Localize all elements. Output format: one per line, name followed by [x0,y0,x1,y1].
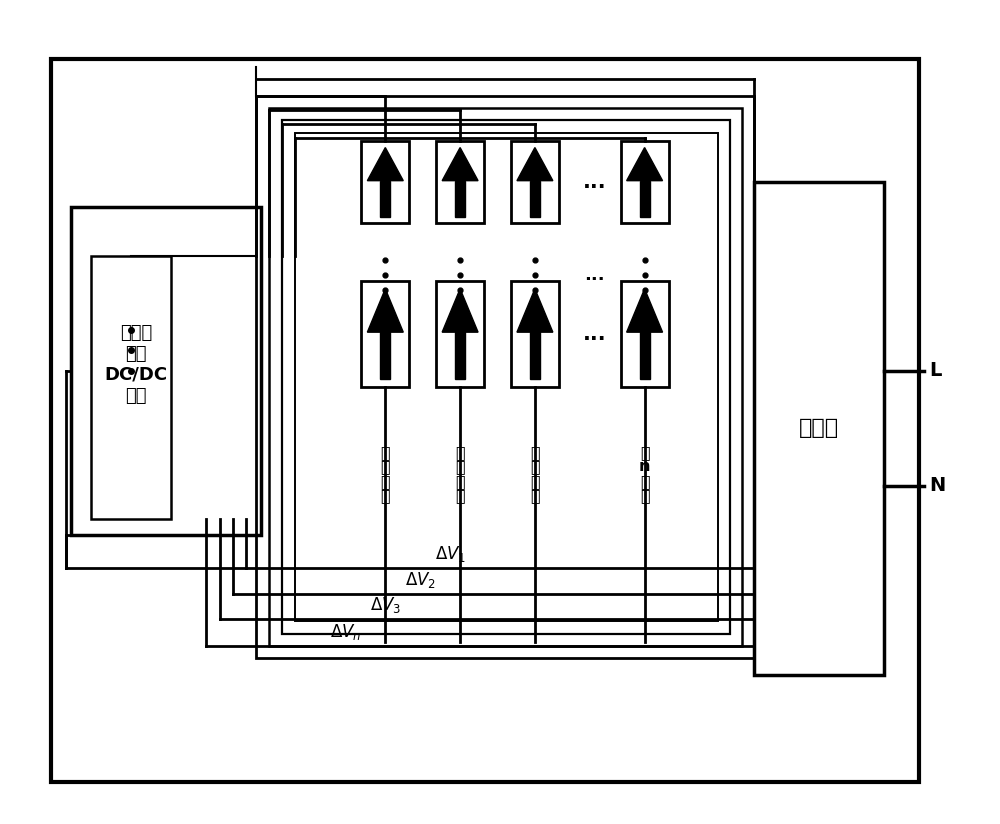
Text: 第
一
组
串: 第 一 组 串 [381,445,390,503]
Polygon shape [517,289,553,332]
Bar [91,256,171,519]
Bar [621,281,669,387]
Polygon shape [627,147,663,180]
Bar [530,332,540,379]
Text: ...: ... [583,324,607,344]
Bar [754,182,884,675]
Bar [361,281,409,387]
Bar [436,281,484,387]
Text: 多路输
出的
DC/DC
模块: 多路输 出的 DC/DC 模块 [104,324,168,405]
Bar [361,141,409,223]
Bar [621,141,669,223]
Text: L: L [929,362,941,381]
Text: ...: ... [584,266,605,283]
Polygon shape [367,147,403,180]
Text: $\Delta V_n$: $\Delta V_n$ [330,622,362,642]
Bar [256,96,754,658]
Text: 第
三
组
串: 第 三 组 串 [530,445,540,503]
Text: 第
二
组
串: 第 二 组 串 [455,445,465,503]
Bar [511,141,559,223]
Bar [71,207,261,535]
Bar [295,133,718,621]
Polygon shape [367,289,403,332]
Bar [640,180,650,217]
Text: 逆变器: 逆变器 [799,419,839,438]
Bar [269,108,742,646]
Bar [530,180,540,217]
Text: $\Delta V_2$: $\Delta V_2$ [405,570,436,590]
Polygon shape [627,289,663,332]
Bar [436,141,484,223]
Text: $\Delta V_3$: $\Delta V_3$ [370,595,402,615]
Bar [380,180,390,217]
Bar [455,180,465,217]
Bar [380,332,390,379]
Bar [51,59,919,781]
Bar [640,332,650,379]
Polygon shape [442,147,478,180]
Text: ...: ... [583,172,607,192]
Polygon shape [517,147,553,180]
Bar [282,120,730,634]
Text: 第
n
组
串: 第 n 组 串 [639,445,650,503]
Text: $\Delta V_1$: $\Delta V_1$ [435,544,466,564]
Bar [455,332,465,379]
Bar [511,281,559,387]
Text: N: N [929,476,945,495]
Polygon shape [442,289,478,332]
